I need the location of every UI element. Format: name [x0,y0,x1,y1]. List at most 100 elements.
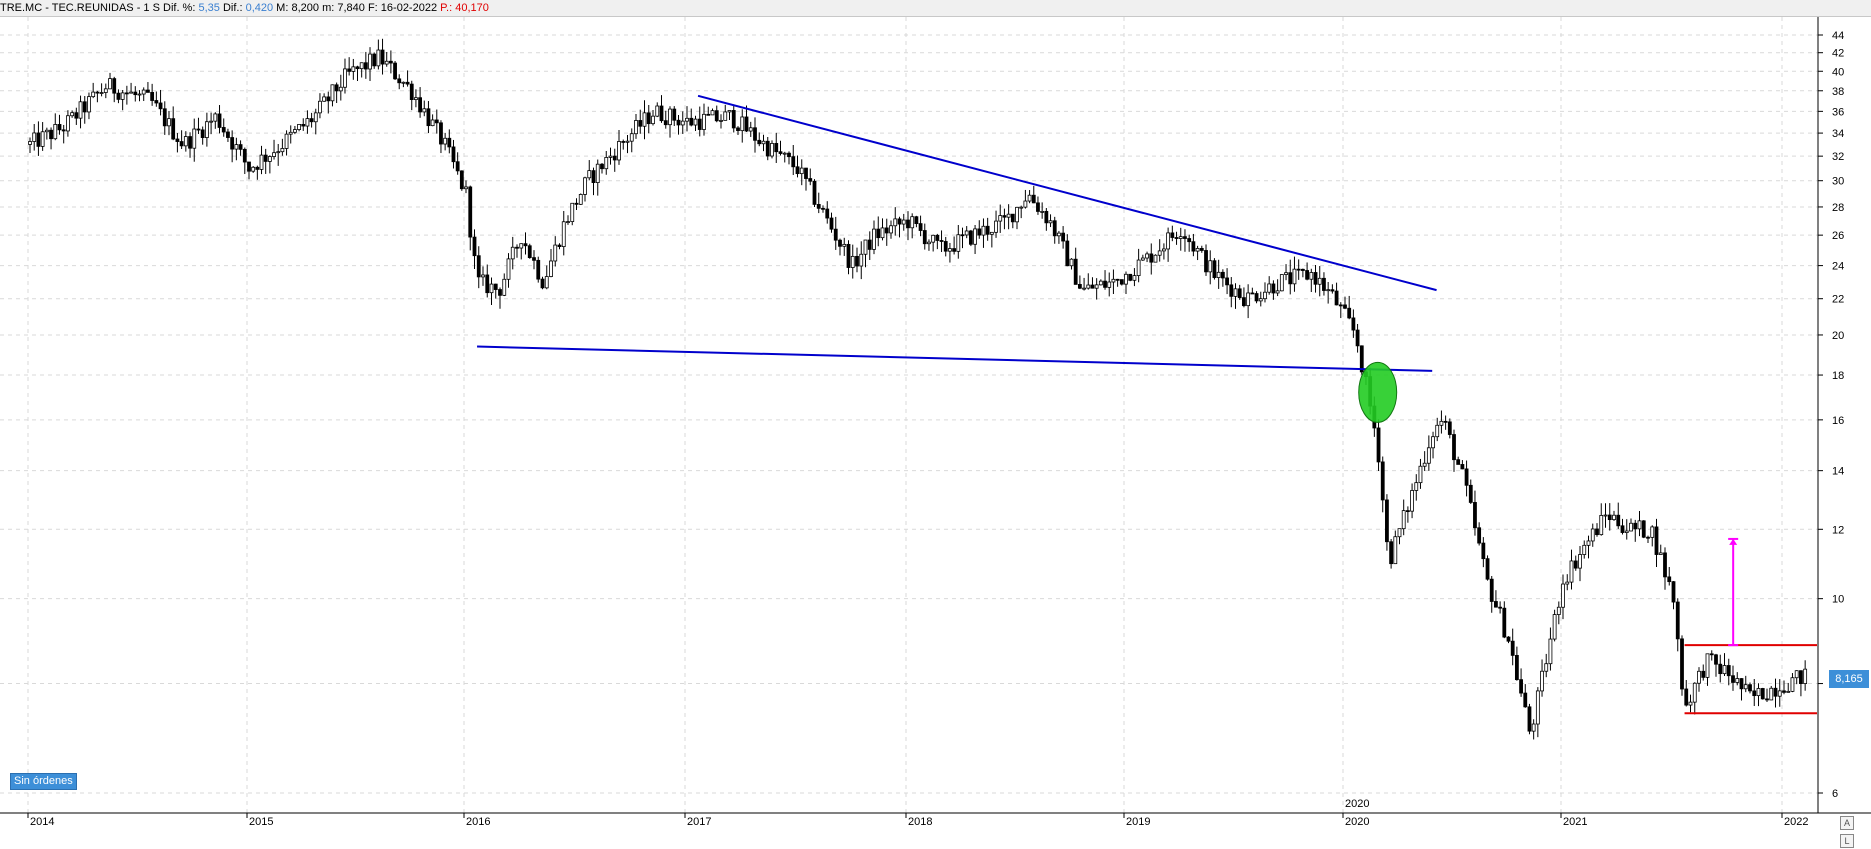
candle-body [1418,465,1423,484]
candle-body [872,228,876,250]
candle-body [676,119,681,126]
candle-body [49,129,53,140]
layout-icon[interactable]: L [1840,834,1854,848]
candle-body [1692,682,1697,703]
candle-body [472,236,477,257]
candle-body [977,228,982,236]
upper-trendline [697,94,1437,292]
candle-body [1794,670,1799,679]
candle-body [32,132,37,142]
candle-body [414,97,418,100]
candle-body [66,115,70,132]
candle-body [799,167,804,175]
candle-body [430,119,435,127]
candle-body [740,116,745,132]
candle-body [251,166,256,172]
candle-body [1582,544,1587,555]
candle-body [1556,606,1561,615]
scale-icon[interactable]: A [1840,816,1854,830]
candle-body [1739,678,1744,690]
candle-body [372,53,377,67]
candle-body [1548,638,1553,665]
candle-body [481,274,485,278]
candle-body [1456,459,1461,465]
candle-body [1052,220,1057,237]
candle-body [1250,292,1255,295]
candle-body [1119,279,1124,285]
candle-body [566,221,570,223]
candle-body [922,230,927,245]
candle-body [305,118,310,127]
y-tick-label: 22 [1832,294,1844,306]
candle-body [78,101,83,119]
candle-body [1389,541,1394,565]
candle-body [1578,554,1582,569]
candle-body [376,49,381,67]
price-chart[interactable]: 6101214161820222426283032343638404244201… [0,17,1871,830]
candle-body [439,122,443,145]
candle-body [1132,275,1137,281]
candle-body [510,246,515,260]
no-orders-badge[interactable]: Sin órdenes [10,773,77,790]
dif-pct-label: Dif. %: [163,2,196,14]
candle-body [787,152,791,158]
candle-body [1540,670,1544,692]
candle-body [154,100,159,104]
candle-body [137,93,142,96]
candle-body [1633,522,1638,530]
candle-body [1229,284,1234,297]
candle-body [242,148,247,163]
candle-body [838,239,842,247]
candle-body [1709,653,1714,656]
candle-body [587,170,592,179]
candle-body [1140,257,1145,261]
candle-body [347,68,352,72]
dif-label: Dif.: [222,2,243,14]
candle-body [1464,468,1469,486]
candle-body [1212,260,1217,278]
candle-body [1309,272,1314,280]
candle-body [1271,283,1276,294]
candle-body [625,140,630,143]
candle-body [1431,436,1435,449]
candle-body [468,186,473,238]
candle-body [1351,317,1356,331]
candle-body [196,128,201,131]
candle-body [418,97,422,113]
candle-body [1347,307,1352,319]
candle-body [1786,690,1791,693]
candle-body [1477,527,1482,544]
x-tick-label: 2021 [1563,816,1587,828]
candle-body [1019,206,1024,209]
candle-body [192,128,197,149]
candle-body [757,139,762,145]
candle-body [1220,271,1225,279]
x-tick-label: 2018 [908,816,932,828]
candle-body [1027,194,1032,202]
candle-body [1435,424,1440,438]
candle-body [384,60,389,65]
candle-body [1149,253,1154,263]
candle-body [1002,215,1007,218]
candle-body [1590,528,1595,542]
candle-body [1380,461,1385,501]
candle-body [1452,434,1456,461]
candle-body [591,170,596,184]
max-value: 8,200 [291,2,319,14]
candle-body [604,157,609,170]
candle-body [655,105,660,117]
x-tick-label: 2015 [249,816,273,828]
x-tick-label: 2016 [466,816,490,828]
candle-body [646,112,651,125]
candle-body [1799,670,1803,684]
candle-body [710,110,715,116]
candle-body [1355,329,1360,347]
candle-body [1460,464,1465,470]
candle-body [1010,213,1015,223]
candle-body [791,156,796,168]
candle-body [1426,447,1431,464]
candle-body [727,110,732,113]
candle-body [351,66,356,72]
candle-body [99,92,104,94]
candle-body [723,111,728,121]
